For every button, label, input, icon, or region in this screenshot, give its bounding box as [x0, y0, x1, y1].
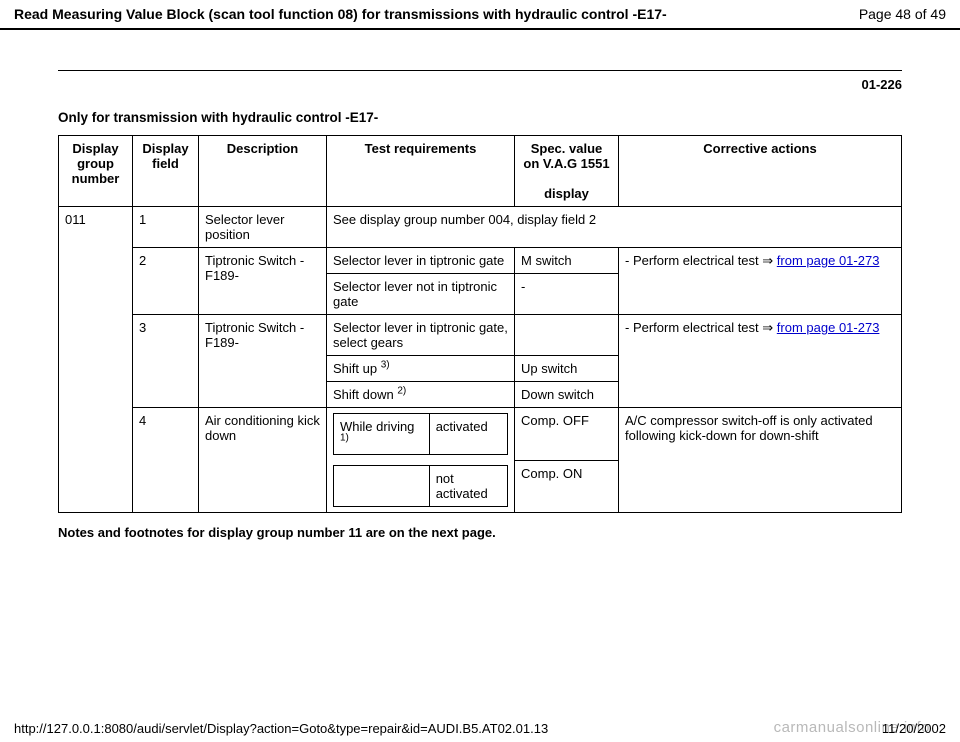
- cell-desc: Air conditioning kick down: [199, 408, 327, 513]
- col-spec-value: Spec. value on V.A.G 1551 display: [515, 136, 619, 207]
- cell-shift-up: Shift up 3): [327, 356, 515, 382]
- header-title: Read Measuring Value Block (scan tool fu…: [14, 6, 667, 22]
- cell-spec: [515, 315, 619, 356]
- cell-test-req: Selector lever in tiptronic gate, select…: [327, 315, 515, 356]
- cell-field: 3: [133, 315, 199, 408]
- cell-spec: Up switch: [515, 356, 619, 382]
- header-row: Read Measuring Value Block (scan tool fu…: [0, 0, 960, 26]
- cell-spec: Comp. ON: [515, 460, 619, 513]
- not-activated-cell: not activated: [429, 466, 507, 507]
- table-row: 4 Air conditioning kick down While drivi…: [59, 408, 902, 461]
- cell-spec: Down switch: [515, 382, 619, 408]
- col-test-req: Test requirements: [327, 136, 515, 207]
- cell-desc: Tiptronic Switch - F189-: [199, 315, 327, 408]
- while-label: While driving: [340, 419, 414, 434]
- cell-test-req: Selector lever not in tiptronic gate: [327, 274, 515, 315]
- arrow-icon: ⇒: [762, 253, 773, 268]
- cell-spec: M switch: [515, 248, 619, 274]
- cell-group-number: 011: [59, 207, 133, 513]
- activated-cell: activated: [429, 414, 507, 455]
- cell-shift-down: Shift down 2): [327, 382, 515, 408]
- table-row: 3 Tiptronic Switch - F189- Selector leve…: [59, 315, 902, 356]
- footer-note: Notes and footnotes for display group nu…: [58, 525, 902, 540]
- bottom-date: 11/20/2002: [882, 721, 946, 736]
- cell-spec: -: [515, 274, 619, 315]
- content-wrap: Only for transmission with hydraulic con…: [0, 92, 960, 540]
- cell-field: 1: [133, 207, 199, 248]
- cell-corrective: - Perform electrical test ⇒ from page 01…: [619, 315, 902, 408]
- page-number: Page 48 of 49: [859, 6, 946, 22]
- col-group-number: Display group number: [59, 136, 133, 207]
- page-root: Read Measuring Value Block (scan tool fu…: [0, 0, 960, 742]
- cell-corrective: A/C compressor switch-off is only activa…: [619, 408, 902, 513]
- table-row: 011 1 Selector lever position See displa…: [59, 207, 902, 248]
- while-sup: 1): [340, 433, 349, 444]
- cell-spec: Comp. OFF: [515, 408, 619, 461]
- cell-field: 4: [133, 408, 199, 513]
- subtitle: Only for transmission with hydraulic con…: [58, 110, 902, 125]
- col-corrective: Corrective actions: [619, 136, 902, 207]
- doc-code: 01-226: [0, 77, 902, 92]
- table-header-row: Display group number Display field Descr…: [59, 136, 902, 207]
- cell-test-req: Selector lever in tiptronic gate: [327, 248, 515, 274]
- corr-link[interactable]: from page 01-273: [777, 320, 880, 335]
- col-display-field: Display field: [133, 136, 199, 207]
- table-row: 2 Tiptronic Switch - F189- Selector leve…: [59, 248, 902, 274]
- shift-up-sup: 3): [381, 360, 390, 371]
- shift-down-sup: 2): [397, 386, 406, 397]
- cell-merged: See display group number 004, display fi…: [327, 207, 902, 248]
- divider-sub: [58, 70, 902, 71]
- cell-corrective: - Perform electrical test ⇒ from page 01…: [619, 248, 902, 315]
- cell-field: 2: [133, 248, 199, 315]
- corr-text: - Perform electrical test: [625, 253, 762, 268]
- cell-not-activated-wrap: not activated: [327, 460, 515, 513]
- col-spec-value-l2: display: [544, 186, 589, 201]
- inner-table: not activated: [333, 465, 508, 507]
- col-description: Description: [199, 136, 327, 207]
- cell-desc: Selector lever position: [199, 207, 327, 248]
- bottom-bar: http://127.0.0.1:8080/audi/servlet/Displ…: [0, 717, 960, 742]
- shift-down-label: Shift down: [333, 387, 397, 402]
- main-table: Display group number Display field Descr…: [58, 135, 902, 513]
- col-spec-value-l1: Spec. value on V.A.G 1551: [523, 141, 609, 171]
- while-label-cell: While driving 1): [334, 414, 430, 455]
- cell-while-driving: While driving 1) activated: [327, 408, 515, 461]
- corr-text: - Perform electrical test: [625, 320, 762, 335]
- shift-up-label: Shift up: [333, 361, 381, 376]
- corr-link[interactable]: from page 01-273: [777, 253, 880, 268]
- arrow-icon: ⇒: [762, 320, 773, 335]
- bottom-url: http://127.0.0.1:8080/audi/servlet/Displ…: [14, 721, 548, 736]
- cell-desc: Tiptronic Switch - F189-: [199, 248, 327, 315]
- inner-table: While driving 1) activated: [333, 413, 508, 455]
- divider-top: [0, 28, 960, 30]
